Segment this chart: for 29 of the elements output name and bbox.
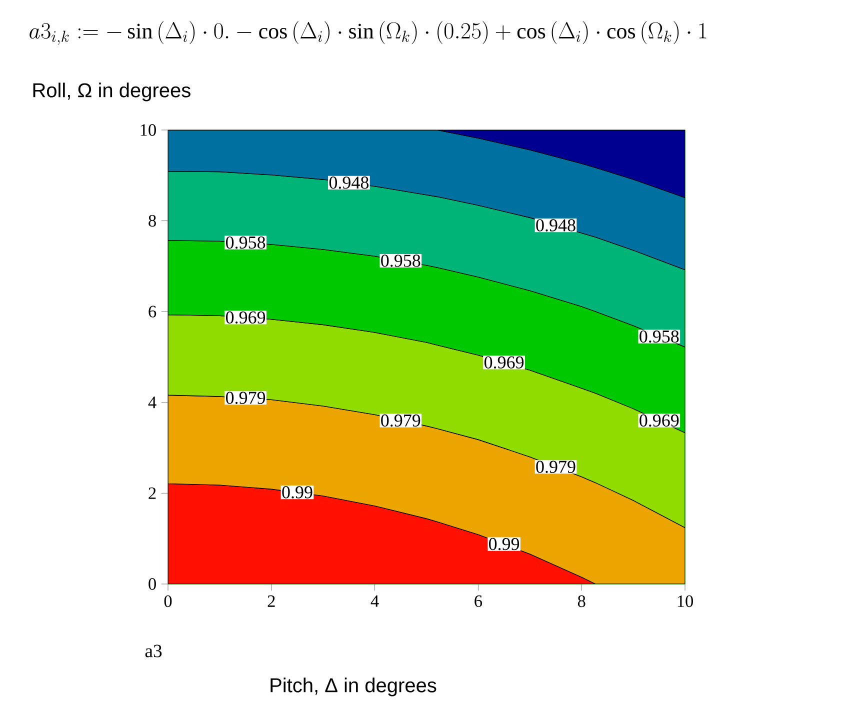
annotation: 0.969: [484, 356, 524, 369]
y-tick-label: 0: [148, 578, 156, 590]
x-tick-label: 10: [678, 595, 694, 608]
annotation: 0.99: [488, 538, 520, 550]
annotation: 0.969: [226, 311, 266, 324]
annotation: 0.958: [640, 330, 679, 343]
annotation: 0.979: [381, 414, 420, 427]
y-tick-label: 8: [148, 214, 156, 227]
y-tick-label: 4: [148, 396, 156, 408]
annotation: 0.979: [536, 460, 576, 473]
y-tick-label: 6: [148, 306, 156, 318]
annotation: 0.958: [381, 254, 420, 267]
chart-title: $a3_{i,k} := -\sin\left(\Delta_{i}\right)\cdot 0. - \cos\left(\Delta_{i}\right)\cdot\sin\left(\Omega_{k}\right)\cdot(0.25) + \cos\left(\Delta_{i}\right)\cdot\cos\left(\Omega_{k}\right)\cdot 1$: [30, 21, 706, 45]
x-tick-label: 6: [474, 595, 482, 608]
annotation: 0.99: [282, 486, 312, 498]
text: a3: [145, 644, 162, 658]
y-tick-label: 10: [140, 124, 156, 136]
x-tick-label: 2: [268, 595, 275, 607]
x-tick-label: 8: [578, 595, 586, 608]
y-tick-label: 2: [148, 487, 156, 499]
y-axis-title: Roll, Ω in degrees: [33, 82, 190, 102]
annotation: 0.969: [640, 414, 679, 427]
x-axis-title: Pitch, Δ in degrees: [270, 678, 436, 696]
annotation: 0.979: [226, 392, 266, 404]
x-tick-label: 4: [370, 595, 379, 607]
annotation: 0.948: [536, 219, 576, 232]
annotation: 0.958: [226, 236, 266, 249]
annotation: 0.948: [329, 176, 369, 189]
x-tick-label: 0: [164, 595, 172, 608]
